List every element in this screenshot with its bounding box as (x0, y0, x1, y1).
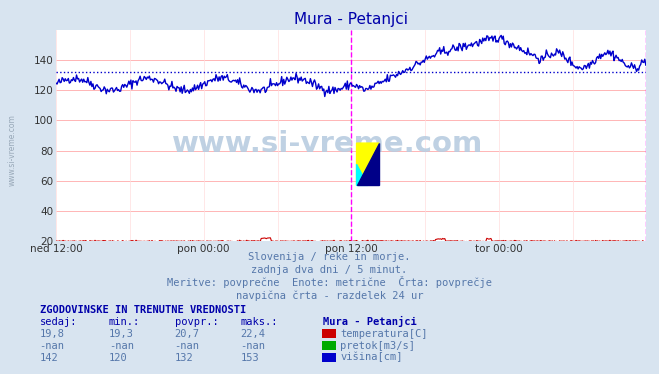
Polygon shape (357, 143, 379, 186)
Text: temperatura[C]: temperatura[C] (340, 329, 428, 338)
Text: www.si-vreme.com: www.si-vreme.com (172, 130, 483, 158)
Text: višina[cm]: višina[cm] (340, 352, 403, 362)
Text: -nan: -nan (40, 341, 65, 350)
Text: maks.:: maks.: (241, 317, 278, 327)
Text: 142: 142 (40, 353, 58, 362)
Text: 120: 120 (109, 353, 127, 362)
Text: 19,3: 19,3 (109, 329, 134, 338)
Polygon shape (357, 143, 379, 186)
Text: 22,4: 22,4 (241, 329, 266, 338)
Text: -nan: -nan (175, 341, 200, 350)
Text: min.:: min.: (109, 317, 140, 327)
Polygon shape (357, 164, 368, 186)
Text: Slovenija / reke in morje.: Slovenija / reke in morje. (248, 252, 411, 262)
Text: pretok[m3/s]: pretok[m3/s] (340, 341, 415, 350)
Text: www.si-vreme.com: www.si-vreme.com (8, 114, 17, 186)
Text: -nan: -nan (109, 341, 134, 350)
Text: 19,8: 19,8 (40, 329, 65, 338)
Text: ZGODOVINSKE IN TRENUTNE VREDNOSTI: ZGODOVINSKE IN TRENUTNE VREDNOSTI (40, 306, 246, 315)
Text: sedaj:: sedaj: (40, 317, 77, 327)
Text: Meritve: povprečne  Enote: metrične  Črta: povprečje: Meritve: povprečne Enote: metrične Črta:… (167, 276, 492, 288)
Text: -nan: -nan (241, 341, 266, 350)
Text: zadnja dva dni / 5 minut.: zadnja dva dni / 5 minut. (251, 265, 408, 275)
Text: Mura - Petanjci: Mura - Petanjci (323, 316, 416, 327)
Text: navpična črta - razdelek 24 ur: navpična črta - razdelek 24 ur (236, 291, 423, 301)
Text: 20,7: 20,7 (175, 329, 200, 338)
Text: povpr.:: povpr.: (175, 317, 218, 327)
Title: Mura - Petanjci: Mura - Petanjci (294, 12, 408, 27)
Text: 153: 153 (241, 353, 259, 362)
Text: 132: 132 (175, 353, 193, 362)
